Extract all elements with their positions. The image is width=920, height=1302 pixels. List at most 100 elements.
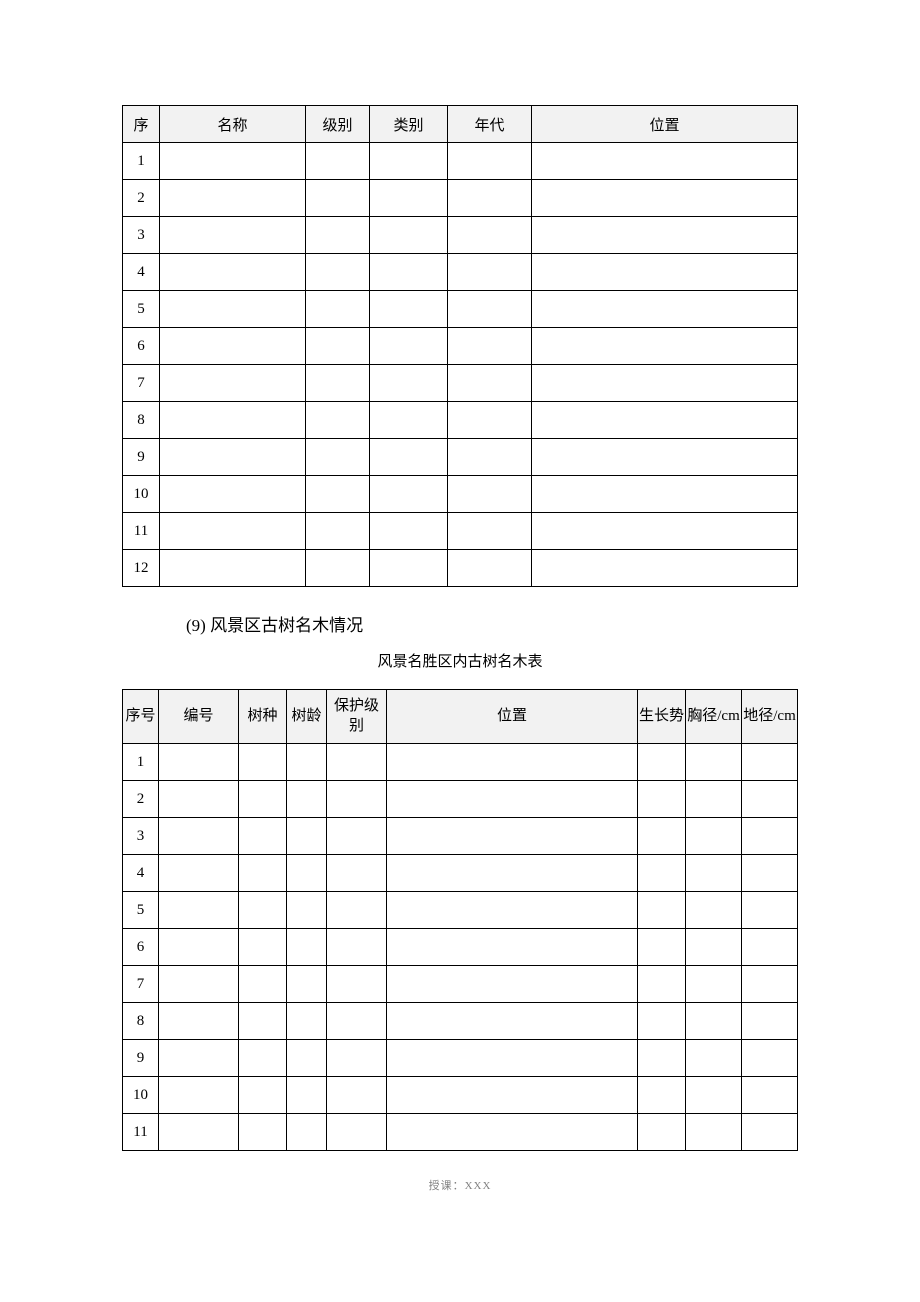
cell — [239, 966, 287, 1003]
cell — [159, 966, 239, 1003]
cell — [532, 550, 798, 587]
cell — [638, 1040, 686, 1077]
cell — [287, 781, 327, 818]
cell — [327, 1003, 387, 1040]
cell — [160, 291, 306, 328]
cell — [160, 217, 306, 254]
cell — [387, 818, 638, 855]
cell — [742, 1114, 798, 1151]
t1-col-level: 级别 — [306, 106, 370, 143]
cell — [159, 929, 239, 966]
table-1: 序 名称 级别 类别 年代 位置 1 2 3 4 5 6 7 8 9 10 11… — [122, 105, 798, 587]
cell — [686, 966, 742, 1003]
cell — [638, 1114, 686, 1151]
cell — [370, 476, 448, 513]
cell — [159, 1003, 239, 1040]
cell — [742, 855, 798, 892]
cell — [306, 143, 370, 180]
cell — [239, 1077, 287, 1114]
cell — [448, 254, 532, 291]
row-num: 3 — [123, 217, 160, 254]
t1-col-seq: 序 — [123, 106, 160, 143]
table-row: 6 — [123, 929, 798, 966]
cell — [160, 439, 306, 476]
cell — [742, 781, 798, 818]
cell — [448, 291, 532, 328]
row-num: 2 — [123, 781, 159, 818]
cell — [370, 217, 448, 254]
cell — [448, 439, 532, 476]
page-footer: 授课：XXX — [122, 1177, 798, 1193]
t2-col-gdiam: 地径/cm — [742, 690, 798, 744]
cell — [370, 143, 448, 180]
cell — [370, 328, 448, 365]
cell — [448, 365, 532, 402]
cell — [306, 180, 370, 217]
cell — [448, 328, 532, 365]
cell — [370, 439, 448, 476]
cell — [448, 550, 532, 587]
table-row: 8 — [123, 1003, 798, 1040]
cell — [448, 402, 532, 439]
cell — [160, 180, 306, 217]
cell — [306, 217, 370, 254]
table-2-head: 序号 编号 树种 树龄 保护级别 位置 生长势 胸径/cm 地径/cm — [123, 690, 798, 744]
cell — [742, 966, 798, 1003]
cell — [287, 1003, 327, 1040]
cell — [306, 513, 370, 550]
cell — [287, 1040, 327, 1077]
row-num: 10 — [123, 476, 160, 513]
cell — [686, 1077, 742, 1114]
table-row: 3 — [123, 818, 798, 855]
table-row: 10 — [123, 476, 798, 513]
t1-col-type: 类别 — [370, 106, 448, 143]
table-2: 序号 编号 树种 树龄 保护级别 位置 生长势 胸径/cm 地径/cm 1 2 … — [122, 689, 798, 1151]
cell — [387, 966, 638, 1003]
cell — [159, 781, 239, 818]
cell — [532, 143, 798, 180]
cell — [306, 254, 370, 291]
row-num: 5 — [123, 291, 160, 328]
row-num: 1 — [123, 143, 160, 180]
table-row: 9 — [123, 1040, 798, 1077]
t2-col-seq: 序号 — [123, 690, 159, 744]
row-num: 4 — [123, 855, 159, 892]
row-num: 7 — [123, 966, 159, 1003]
cell — [306, 439, 370, 476]
table-row: 3 — [123, 217, 798, 254]
cell — [160, 402, 306, 439]
cell — [239, 855, 287, 892]
section-heading: (9) 风景区古树名木情况 — [186, 611, 798, 636]
row-num: 2 — [123, 180, 160, 217]
cell — [387, 1003, 638, 1040]
cell — [370, 254, 448, 291]
row-num: 9 — [123, 439, 160, 476]
cell — [742, 1040, 798, 1077]
row-num: 10 — [123, 1077, 159, 1114]
table-row: 12 — [123, 550, 798, 587]
cell — [387, 744, 638, 781]
cell — [159, 818, 239, 855]
cell — [327, 781, 387, 818]
table-row: 11 — [123, 1114, 798, 1151]
row-num: 11 — [123, 1114, 159, 1151]
cell — [327, 744, 387, 781]
cell — [742, 892, 798, 929]
cell — [532, 180, 798, 217]
cell — [327, 855, 387, 892]
cell — [532, 217, 798, 254]
cell — [387, 1114, 638, 1151]
cell — [160, 550, 306, 587]
cell — [387, 929, 638, 966]
table-1-head: 序 名称 级别 类别 年代 位置 — [123, 106, 798, 143]
cell — [387, 1077, 638, 1114]
cell — [159, 855, 239, 892]
cell — [387, 781, 638, 818]
row-num: 5 — [123, 892, 159, 929]
cell — [287, 1077, 327, 1114]
cell — [638, 744, 686, 781]
cell — [686, 1040, 742, 1077]
table-row: 11 — [123, 513, 798, 550]
cell — [306, 550, 370, 587]
table-row: 8 — [123, 402, 798, 439]
